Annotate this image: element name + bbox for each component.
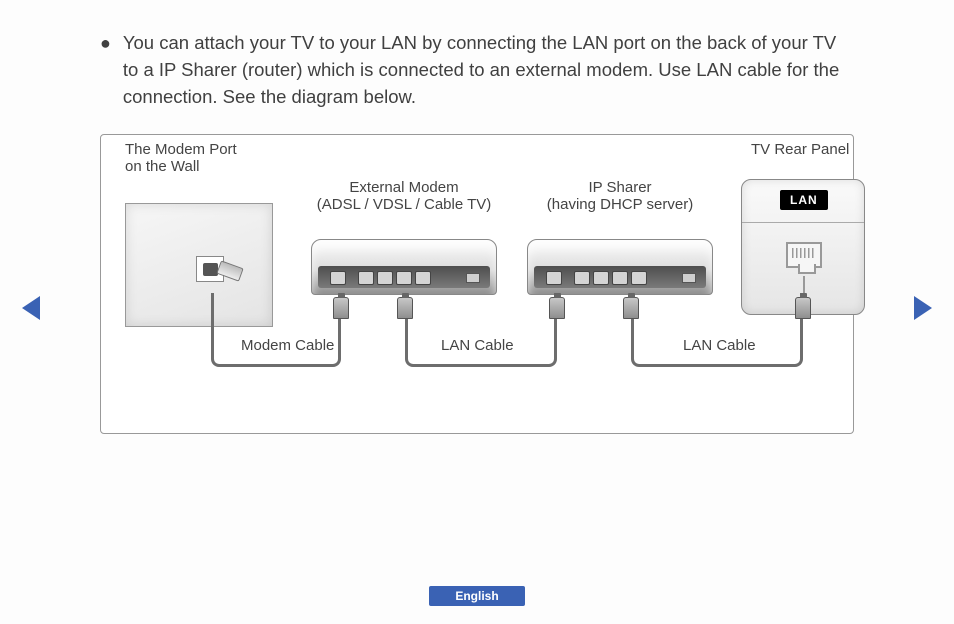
label-modem-cable: Modem Cable [241,337,334,354]
cable-modem [211,293,341,367]
bullet-icon: ● [100,30,111,110]
nav-next-icon[interactable] [914,296,932,320]
network-diagram: The Modem Port on the Wall External Mode… [100,134,854,434]
plug-icon [623,297,639,319]
intro-paragraph: You can attach your TV to your LAN by co… [123,30,854,110]
label-wall-port: The Modem Port on the Wall [125,141,237,175]
plug-icon [397,297,413,319]
cable-lan-1 [405,293,557,367]
plug-icon [795,297,811,319]
nav-prev-icon[interactable] [22,296,40,320]
ip-sharer-router [527,239,713,295]
external-modem [311,239,497,295]
lan-badge: LAN [780,190,828,210]
label-lan-cable-2: LAN Cable [683,337,756,354]
label-ip-sharer: IP Sharer (having DHCP server) [527,179,713,213]
label-external-modem: External Modem (ADSL / VDSL / Cable TV) [311,179,497,213]
plug-icon [333,297,349,319]
language-badge[interactable]: English [429,586,524,606]
plug-icon [549,297,565,319]
cable-lan-2 [631,293,803,367]
label-lan-cable-1: LAN Cable [441,337,514,354]
lan-port-icon [786,242,822,274]
label-tv-rear-panel: TV Rear Panel [751,141,849,158]
